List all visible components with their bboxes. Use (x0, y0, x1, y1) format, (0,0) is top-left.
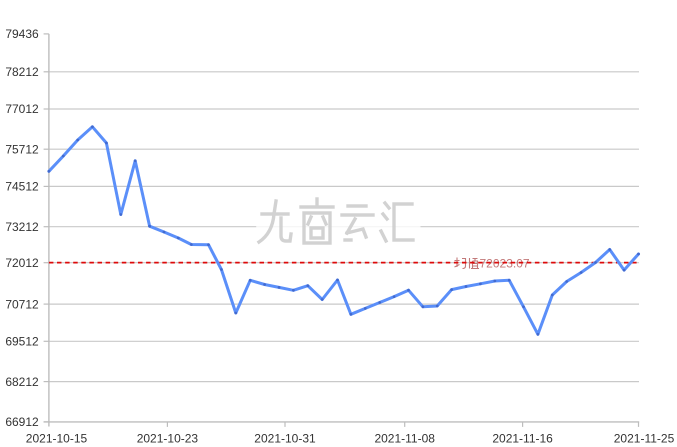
svg-text:70712: 70712 (5, 297, 39, 311)
svg-text:2021-11-16: 2021-11-16 (492, 431, 553, 445)
svg-text:68212: 68212 (5, 375, 39, 389)
svg-text:69512: 69512 (5, 335, 39, 349)
svg-text:79436: 79436 (5, 27, 39, 41)
svg-text:78212: 78212 (5, 65, 39, 79)
svg-text:73212: 73212 (5, 220, 39, 234)
svg-text:2021-11-25: 2021-11-25 (614, 431, 675, 445)
svg-text:77012: 77012 (5, 102, 39, 116)
svg-text:2021-11-08: 2021-11-08 (374, 431, 435, 445)
svg-text:2021-10-15: 2021-10-15 (26, 431, 88, 445)
svg-text:74512: 74512 (5, 180, 39, 194)
svg-text:72012: 72012 (5, 256, 39, 270)
svg-text:66912: 66912 (5, 415, 39, 429)
svg-text:75712: 75712 (5, 142, 39, 156)
svg-text:2021-10-31: 2021-10-31 (254, 431, 316, 445)
svg-text:2021-10-23: 2021-10-23 (137, 431, 199, 445)
